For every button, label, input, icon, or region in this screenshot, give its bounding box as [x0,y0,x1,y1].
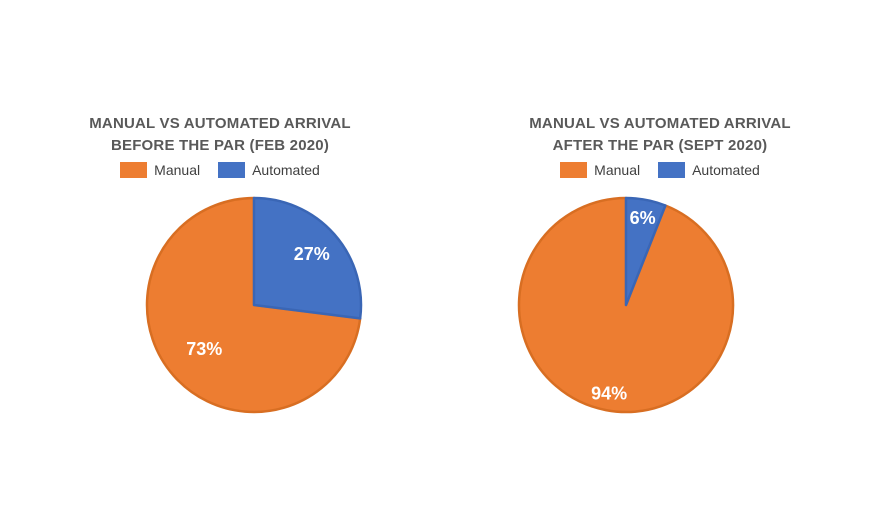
chart-title: MANUAL VS AUTOMATED ARRIVAL BEFORE THE P… [0,113,440,157]
slice-label-manual: 73% [186,339,222,359]
pie-chart-after: MANUAL VS AUTOMATED ARRIVAL AFTER THE PA… [440,0,880,530]
legend-swatch-automated [218,162,246,178]
legend-item-manual: Manual [120,162,200,178]
legend-item-automated: Automated [658,162,760,178]
legend-item-manual: Manual [560,162,640,178]
chart-title-line-1: MANUAL VS AUTOMATED ARRIVAL [89,115,351,132]
chart-title: MANUAL VS AUTOMATED ARRIVAL AFTER THE PA… [440,113,880,157]
chart-title-line-1: MANUAL VS AUTOMATED ARRIVAL [529,115,791,132]
pie-slice-automated [624,196,667,307]
legend-swatch-manual [120,162,148,178]
pie-plot: 73% 27% [145,196,363,414]
legend-label-automated: Automated [252,162,320,178]
chart-legend: Manual Automated [440,162,880,178]
legend-label-manual: Manual [594,162,641,178]
legend-label-automated: Automated [692,162,760,178]
legend-swatch-manual [560,162,588,178]
legend-swatch-automated [658,162,686,178]
pie-plot: 94% 6% [517,196,735,414]
legend-label-manual: Manual [154,162,201,178]
pie-slice-automated [252,196,363,320]
pie-chart-before: MANUAL VS AUTOMATED ARRIVAL BEFORE THE P… [0,113,440,414]
chart-legend: Manual Automated [0,162,440,178]
chart-title-line-2: AFTER THE PAR (SEPT 2020) [552,137,768,154]
legend-item-automated: Automated [218,162,320,178]
chart-title-line-2: BEFORE THE PAR (FEB 2020) [110,137,330,154]
slice-label-manual: 94% [591,383,627,403]
slice-label-automated: 27% [294,244,330,264]
slice-label-automated: 6% [630,208,656,228]
